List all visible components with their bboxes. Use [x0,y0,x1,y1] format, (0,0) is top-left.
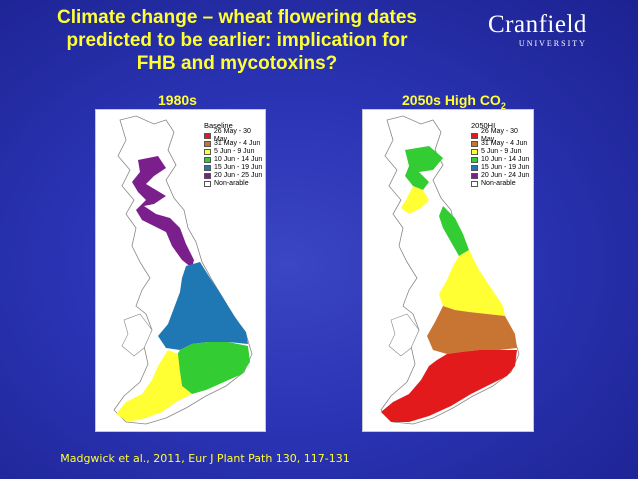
right-legend-label: 26 May - 30 May [480,128,518,143]
legend-swatch-yellow [471,149,478,155]
legend-swatch-purple [471,173,478,179]
right-legend-label: 15 Jun - 19 Jun [481,164,530,171]
right-legend-label: 10 Jun - 14 Jun [481,156,530,163]
legend-swatch-green [204,157,211,163]
left-legend-item: 26 May - 30 May [204,128,265,143]
right-legend-label: 31 May - 4 Jun [481,140,528,147]
right-legend-item: 5 Jun - 9 Jun [471,148,533,156]
left-legend-label: 26 May - 30 May [213,128,251,143]
title-line-3: FHB and mycotoxins? [136,53,338,74]
left-legend-item: Non-arable [204,180,265,188]
right-legend-item: Non-arable [471,180,533,188]
legend-swatch-brown [204,141,211,147]
legend-swatch-yellow [204,149,211,155]
title-line-1: Climate change – wheat flowering dates [56,7,418,28]
right-legend-label: Non-arable [481,180,516,187]
left-legend-item: 31 May - 4 Jun [204,140,265,148]
left-map-region-purple [132,156,194,268]
logo-subtitle: UNIVERSITY [518,39,587,48]
left-legend-label: Non-arable [214,180,249,187]
left-map-region-yellow [116,350,192,422]
right-map-region-brown [427,306,517,354]
left-legend-label: 10 Jun - 14 Jun [214,156,263,163]
left-map-region-green [174,342,250,394]
legend-swatch-white [204,181,211,187]
left-legend-label: 31 May - 4 Jun [214,140,261,147]
right-map-region-green [405,146,469,256]
legend-swatch-blue [471,165,478,171]
logo-name: Cranfield [488,11,587,38]
legend-swatch-blue [204,165,211,171]
right-map-legend: 2050HI 26 May - 30 May 31 May - 4 Jun 5 … [471,122,533,188]
right-legend-item: 26 May - 30 May [471,128,533,143]
right-legend-item: 31 May - 4 Jun [471,140,533,148]
legend-swatch-purple [204,173,211,179]
left-map-label: 1980s [158,92,197,108]
citation: Madgwick et al., 2011, Eur J Plant Path … [60,452,350,465]
title-line-2: predicted to be earlier: implication for [66,30,408,51]
slide-title: Climate change – wheat flowering dates p… [4,6,470,75]
left-legend-label: 20 Jun - 25 Jun [214,172,263,179]
right-map-label-text: 2050s High CO [402,92,501,108]
legend-swatch-brown [471,141,478,147]
left-map-legend: Baseline 26 May - 30 May 31 May - 4 Jun … [204,122,265,188]
right-legend-item: 20 Jun - 24 Jun [471,172,533,180]
left-map-region-blue [158,262,248,350]
left-map-wales-outline [121,313,153,357]
left-legend-item: 15 Jun - 19 Jun [204,164,265,172]
left-legend-item: 5 Jun - 9 Jun [204,148,265,156]
right-map-graphic [380,115,520,425]
right-legend-label: 5 Jun - 9 Jun [481,148,522,155]
right-legend-title: 2050HI [471,121,496,130]
right-map-region-red [381,350,517,422]
right-legend-item: 10 Jun - 14 Jun [471,156,533,164]
right-map-panel: 2050HI 26 May - 30 May 31 May - 4 Jun 5 … [362,109,534,432]
left-legend-item: 20 Jun - 25 Jun [204,172,265,180]
cranfield-logo: Cranfield UNIVERSITY [488,11,587,49]
left-legend-label: 15 Jun - 19 Jun [214,164,263,171]
right-legend-label: 20 Jun - 24 Jun [481,172,530,179]
left-legend-item: 10 Jun - 14 Jun [204,156,265,164]
left-map-graphic [113,115,253,425]
right-map-region-yellow [401,186,505,316]
left-legend-label: 5 Jun - 9 Jun [214,148,255,155]
right-map-wales-outline [388,313,420,357]
right-legend-item: 15 Jun - 19 Jun [471,164,533,172]
legend-swatch-white [471,181,478,187]
legend-swatch-red [204,133,211,139]
left-map-panel: Baseline 26 May - 30 May 31 May - 4 Jun … [95,109,266,432]
legend-swatch-green [471,157,478,163]
left-legend-title: Baseline [204,121,233,130]
right-map-label: 2050s High CO2 [402,92,506,111]
legend-swatch-red [471,133,478,139]
right-map-label-subscript: 2 [500,100,506,111]
